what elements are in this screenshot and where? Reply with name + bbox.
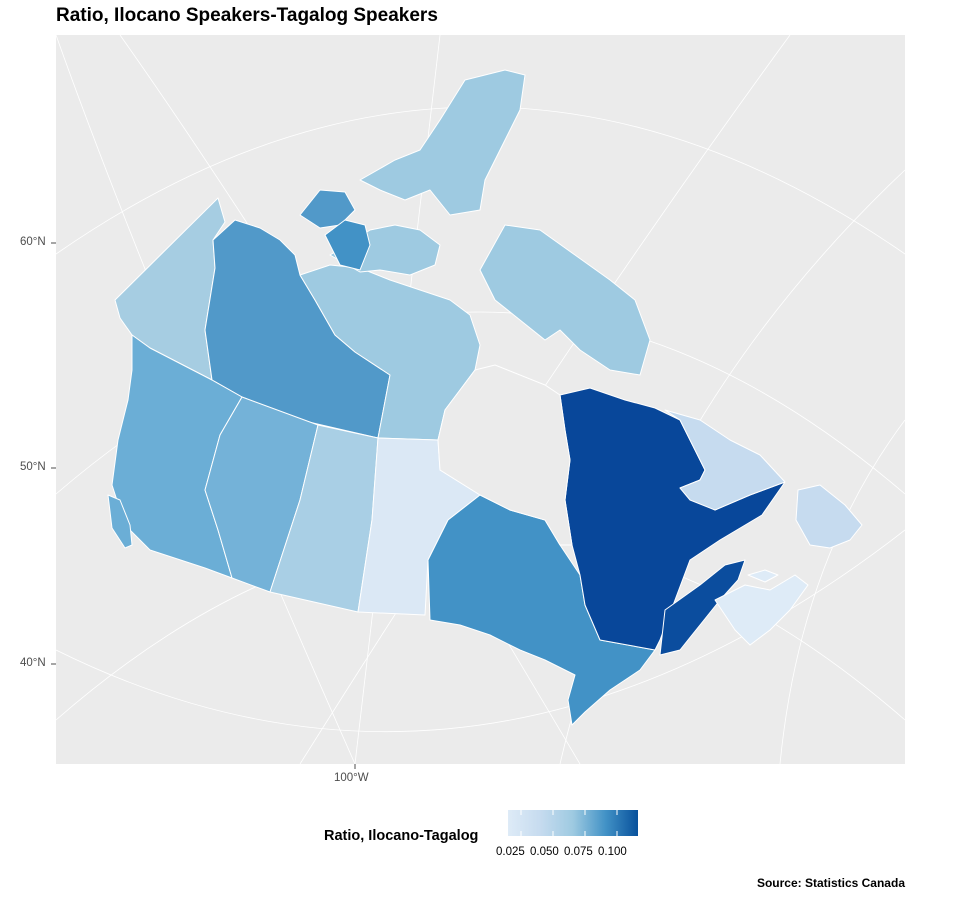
legend-tick-label: 0.100 bbox=[598, 846, 627, 858]
map-title: Ratio, Ilocano Speakers-Tagalog Speakers bbox=[56, 5, 438, 26]
legend-tick-marks bbox=[520, 810, 618, 836]
lat-label-40: 40°N bbox=[20, 657, 46, 669]
lat-label-60: 60°N bbox=[20, 236, 46, 248]
lat-label-50: 50°N bbox=[20, 461, 46, 473]
region-newfoundland-island[interactable] bbox=[795, 484, 863, 549]
region-nwt-banks-island[interactable] bbox=[299, 189, 356, 229]
legend-tick-label: 0.050 bbox=[530, 846, 559, 858]
region-ontario[interactable] bbox=[427, 494, 656, 726]
region-nunavut-north-islands[interactable] bbox=[359, 69, 526, 216]
region-nova-scotia[interactable] bbox=[714, 574, 809, 646]
legend-colorbar bbox=[508, 810, 638, 836]
regions bbox=[107, 69, 863, 726]
axis-ticks bbox=[51, 242, 356, 769]
region-nunavut-baffin[interactable] bbox=[479, 224, 651, 376]
legend-title: Ratio, Ilocano-Tagalog bbox=[324, 828, 479, 844]
region-pei[interactable] bbox=[747, 569, 779, 583]
hudson-bay bbox=[437, 364, 573, 546]
region-vancouver-island[interactable] bbox=[107, 494, 133, 549]
legend-tick-label: 0.025 bbox=[496, 846, 525, 858]
region-new-brunswick[interactable] bbox=[659, 559, 746, 656]
region-british-columbia[interactable] bbox=[111, 334, 243, 579]
region-nwt-victoria-west[interactable] bbox=[324, 219, 371, 271]
region-newfoundland-labrador[interactable] bbox=[664, 409, 786, 511]
lon-label-100w: 100°W bbox=[334, 772, 369, 784]
legend-tick-label: 0.075 bbox=[564, 846, 593, 858]
source-caption: Source: Statistics Canada bbox=[756, 876, 905, 890]
